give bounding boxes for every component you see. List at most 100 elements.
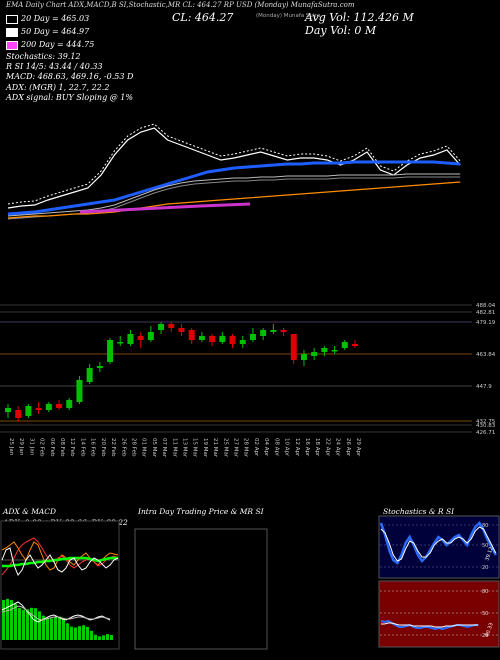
price-tick-label: 432.75 bbox=[476, 419, 496, 425]
date-tick-label: 19 Mar bbox=[202, 438, 208, 458]
date-tick-label: 20 Feb bbox=[100, 438, 106, 457]
date-tick-label: 16 Feb bbox=[90, 438, 96, 457]
adx-macd-title: ADX & MACD bbox=[3, 507, 57, 516]
date-tick-label: 25 Mar bbox=[222, 438, 228, 458]
candle-body bbox=[321, 348, 328, 352]
date-tick-label: 27 Mar bbox=[233, 438, 239, 458]
candle-body bbox=[5, 408, 11, 412]
intraday-panel bbox=[134, 528, 268, 650]
price-tick-label: 430.83 bbox=[476, 423, 496, 429]
macd-histogram-bar bbox=[2, 600, 5, 640]
date-tick-label: 25 Jan bbox=[8, 438, 14, 456]
date-tick-label: 22 Feb bbox=[110, 438, 116, 457]
stoch-frame bbox=[378, 515, 500, 579]
date-tick-label: 05 Mar bbox=[151, 438, 157, 458]
ema-dotted-line bbox=[7, 123, 461, 205]
rsi-axis-label: 20 bbox=[482, 633, 488, 639]
date-tick-label: 15 Mar bbox=[192, 438, 198, 458]
candle-body bbox=[56, 404, 63, 408]
candle-body bbox=[239, 340, 246, 344]
macd-histogram-bar bbox=[30, 607, 33, 640]
date-tick-label: 11 Mar bbox=[171, 438, 177, 458]
legend-200day-swatch bbox=[6, 40, 18, 50]
rsi-value-label: 40.33 bbox=[484, 622, 495, 638]
legend-200day: 200 Day = 444.75 bbox=[6, 40, 94, 50]
candle-body bbox=[331, 350, 338, 352]
day-volume: Day Vol: 0 M bbox=[305, 24, 377, 37]
stoch-axis-label: 80 bbox=[482, 523, 488, 529]
candle-body bbox=[209, 336, 216, 342]
candle-body bbox=[341, 342, 348, 348]
date-tick-label: 14 Feb bbox=[79, 438, 85, 457]
candle-body bbox=[76, 380, 83, 402]
candle-body bbox=[198, 336, 205, 340]
macd-histogram-bar bbox=[82, 625, 85, 640]
stoch-d-line bbox=[380, 526, 497, 562]
macd-histogram-bar bbox=[14, 603, 17, 640]
candle-body bbox=[168, 324, 175, 328]
date-tick-label: 22 Apr bbox=[324, 438, 330, 457]
date-tick-label: 10 Apr bbox=[284, 438, 290, 457]
candle-body bbox=[352, 344, 358, 346]
candle-body bbox=[147, 332, 154, 340]
macd-histogram-bar bbox=[6, 598, 9, 640]
ema-50-line bbox=[7, 173, 461, 217]
stoch-value-label: 39.12 bbox=[484, 546, 495, 562]
candle-body bbox=[300, 354, 307, 360]
date-tick-label: 12 Feb bbox=[69, 438, 75, 457]
macd-histogram-bar bbox=[102, 635, 105, 640]
date-tick-label: 29 Apr bbox=[355, 438, 361, 457]
candle-body bbox=[178, 328, 185, 332]
candle-body bbox=[117, 342, 124, 344]
macd-histogram-bar bbox=[74, 627, 77, 640]
indicator-tabs: EMA Daily Chart ADX,MACD,B SI,Stochastic… bbox=[6, 1, 355, 9]
close-price: CL: 464.27 bbox=[172, 11, 234, 24]
macd-histogram-bar bbox=[46, 618, 49, 640]
intraday-frame bbox=[134, 528, 268, 650]
stochastics-value: Stochastics: 39.12 bbox=[6, 52, 81, 61]
date-tick-label: 16 Apr bbox=[304, 438, 310, 457]
legend-50day-swatch bbox=[6, 27, 18, 37]
candle-body bbox=[127, 334, 134, 344]
date-tick-label: 01 Mar bbox=[141, 438, 147, 458]
candle-body bbox=[188, 330, 195, 340]
date-tick-label: 02 Feb bbox=[39, 438, 45, 457]
stoch-axis-label: 50 bbox=[482, 543, 488, 549]
candle-body bbox=[249, 334, 256, 340]
macd-histogram-bar bbox=[110, 634, 113, 640]
adx-white-line bbox=[1, 547, 119, 576]
ema-20-line bbox=[7, 160, 461, 216]
date-tick-label: 24 Apr bbox=[335, 438, 341, 457]
candle-body bbox=[280, 330, 287, 332]
date-tick-label: 13 Mar bbox=[182, 438, 188, 458]
stoch-axis-label: 20 bbox=[482, 565, 488, 571]
macd-histogram-bar bbox=[98, 636, 101, 640]
price-tick-label: 426.71 bbox=[476, 430, 495, 436]
date-tick-label: 08 Feb bbox=[59, 438, 65, 457]
candle-body bbox=[96, 366, 103, 368]
date-tick-label: 06 Feb bbox=[49, 438, 55, 457]
date-tick-label: 04 Apr bbox=[263, 438, 269, 457]
macd-histogram-bar bbox=[38, 611, 41, 640]
adx-minus-di-line bbox=[1, 537, 119, 576]
intraday-title: Intra Day Trading Price & MR SI bbox=[138, 507, 264, 516]
macd-histogram-bar bbox=[86, 626, 89, 640]
rsi-axis-label: 50 bbox=[482, 611, 488, 617]
macd-histogram-bar bbox=[42, 615, 45, 640]
date-tick-label: 12 Apr bbox=[294, 438, 300, 457]
rsi-signal-line bbox=[381, 622, 479, 628]
price-tick-label: 463.84 bbox=[476, 352, 496, 358]
date-tick-label: 28 Feb bbox=[130, 438, 136, 457]
date-tick-label: 31 Jan bbox=[28, 438, 34, 456]
macd-histogram-bar bbox=[58, 616, 61, 640]
candle-body bbox=[158, 324, 165, 330]
candle-body bbox=[260, 330, 267, 336]
price-line-upper bbox=[7, 127, 461, 209]
date-tick-label: 18 Apr bbox=[314, 438, 320, 457]
price-tick-label: 447.9 bbox=[476, 384, 492, 390]
date-tick-label: 26 Apr bbox=[345, 438, 351, 457]
candle-body bbox=[219, 336, 226, 342]
candle-body bbox=[15, 410, 22, 418]
